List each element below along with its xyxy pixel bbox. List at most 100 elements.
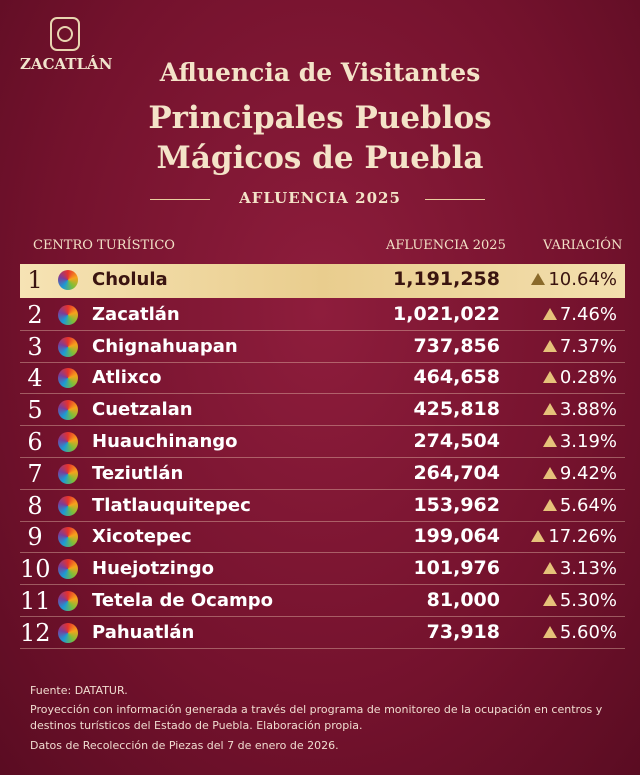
up-arrow <box>542 562 557 575</box>
table-row: 3 Chignahuapan 737,856 7.37% <box>20 331 625 363</box>
destination: Cholula <box>92 269 168 290</box>
table-row: 1 Cholula 1,191,258 10.64% <box>20 264 625 298</box>
table-row: 2 Zacatlán 1,021,022 7.46% <box>20 299 625 331</box>
variation: 5.60% <box>542 621 617 643</box>
variation-value: 10.64% <box>548 269 617 290</box>
divider <box>150 199 210 200</box>
logo-name: ZACATLÁN <box>20 55 113 73</box>
pueblo-icon <box>58 304 78 325</box>
variation-value: 5.64% <box>559 494 617 516</box>
destination: Xicotepec <box>92 526 192 548</box>
variation: 10.64% <box>531 269 617 290</box>
pueblo-icon <box>58 463 78 484</box>
visitors: 1,021,022 <box>393 302 500 325</box>
destination: Huauchinango <box>92 431 238 452</box>
pueblo-icon <box>58 622 78 643</box>
rank: 7 <box>27 459 43 488</box>
variation-value: 7.37% <box>559 335 617 357</box>
destination: Tetela de Ocampo <box>92 590 273 611</box>
variation: 9.42% <box>542 462 617 484</box>
variation: 17.26% <box>531 526 617 547</box>
variation-value: 17.26% <box>548 526 617 548</box>
column-header: CENTRO TURÍSTICO <box>33 238 175 253</box>
variation-value: 5.60% <box>559 621 617 643</box>
variation: 5.64% <box>542 494 617 516</box>
rank: 2 <box>27 300 43 329</box>
visitors: 101,976 <box>413 557 500 580</box>
up-arrow <box>542 339 557 352</box>
up-arrow <box>542 594 557 606</box>
table-row: 9 Xicotepec 199,064 17.26% <box>20 521 625 554</box>
pueblo-icon <box>58 527 78 548</box>
subtitle: Principales Pueblos <box>148 100 492 136</box>
table-row: 8 Tlatlauquitepec 153,962 5.64% <box>20 490 625 522</box>
source: Fuente: DATATUR. <box>30 684 128 697</box>
date: Datos de Recolección de Piezas del 7 de … <box>30 739 339 752</box>
rank: 9 <box>27 523 43 552</box>
visitors: 73,918 <box>426 620 500 643</box>
table-row: 5 Cuetzalan 425,818 3.88% <box>20 394 625 427</box>
up-arrow <box>542 435 557 447</box>
up-arrow <box>531 273 546 285</box>
pueblo-icon <box>58 559 78 580</box>
rank: 5 <box>27 396 43 425</box>
table-row: 10 Huejotzingo 101,976 3.13% <box>20 553 625 586</box>
pueblo-icon <box>58 336 78 357</box>
table-row: 6 Huauchinango 274,504 3.19% <box>20 426 625 458</box>
table-row: 4 Atlixco 464,658 0.28% <box>20 362 625 395</box>
variation: 7.37% <box>542 335 617 357</box>
visitors: 1,191,258 <box>393 268 500 290</box>
rank: 8 <box>27 491 43 520</box>
rank: 11 <box>20 587 51 615</box>
destination: Cuetzalan <box>92 399 193 421</box>
visitors: 153,962 <box>413 493 500 516</box>
up-arrow <box>542 625 557 638</box>
variation-value: 0.28% <box>559 367 617 389</box>
variation: 3.88% <box>542 399 617 421</box>
year-tag: AFLUENCIA 2025 <box>239 189 401 207</box>
visitors: 264,704 <box>413 461 500 484</box>
logo-emblem <box>50 17 80 51</box>
note: Proyección con información generada a tr… <box>30 703 603 732</box>
visitors: 737,856 <box>413 334 500 357</box>
up-arrow <box>542 466 557 479</box>
up-arrow <box>542 371 557 384</box>
variation: 3.13% <box>542 558 617 579</box>
pueblo-icon <box>58 591 78 611</box>
title: Afluencia de Visitantes <box>159 58 481 87</box>
variation-value: 3.88% <box>559 399 617 421</box>
rank: 10 <box>20 555 51 584</box>
variation: 7.46% <box>542 303 617 325</box>
table-row: 12 Pahuatlán 73,918 5.60% <box>20 617 625 649</box>
up-arrow <box>531 530 546 543</box>
pueblo-icon <box>58 270 78 290</box>
visitors: 81,000 <box>426 589 500 611</box>
destination: Pahuatlán <box>92 621 195 643</box>
variation: 0.28% <box>542 367 617 389</box>
rank: 12 <box>20 618 51 647</box>
rank: 1 <box>27 266 43 294</box>
visitors: 464,658 <box>413 366 500 389</box>
rank: 3 <box>27 332 43 361</box>
variation-value: 5.30% <box>559 590 617 611</box>
subtitle: Mágicos de Puebla <box>156 140 484 176</box>
pueblo-icon <box>58 368 78 389</box>
column-header: VARIACIÓN <box>543 238 623 253</box>
pueblo-icon <box>58 400 78 421</box>
variation-value: 3.19% <box>559 431 617 452</box>
up-arrow <box>542 403 557 416</box>
destination: Teziutlán <box>92 462 184 484</box>
variation-value: 9.42% <box>559 462 617 484</box>
variation: 3.19% <box>542 431 617 452</box>
destination: Tlatlauquitepec <box>92 494 251 516</box>
rank: 6 <box>27 428 43 456</box>
visitors: 199,064 <box>413 525 500 548</box>
variation-value: 7.46% <box>559 303 617 325</box>
table-row: 7 Teziutlán 264,704 9.42% <box>20 458 625 490</box>
up-arrow <box>542 498 557 511</box>
column-header: AFLUENCIA 2025 <box>386 238 506 253</box>
table-row: 11 Tetela de Ocampo 81,000 5.30% <box>20 585 625 617</box>
up-arrow <box>542 307 557 320</box>
pueblo-icon <box>58 495 78 516</box>
